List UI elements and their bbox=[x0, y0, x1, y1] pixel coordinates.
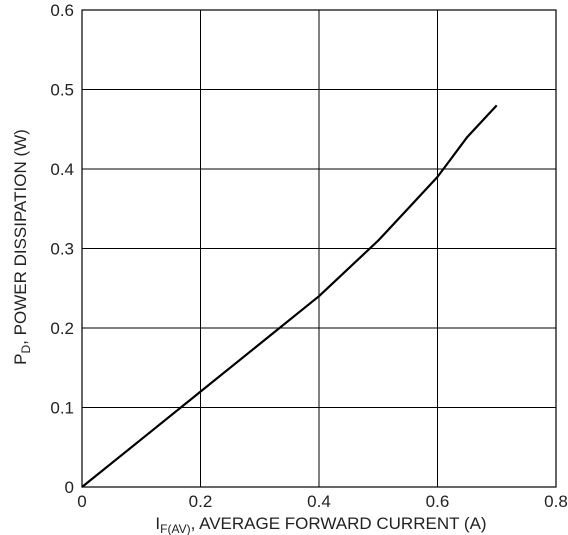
y-tick-label: 0.5 bbox=[50, 81, 74, 100]
y-tick-label: 0.6 bbox=[50, 1, 74, 20]
y-tick-label: 0.4 bbox=[50, 160, 74, 179]
y-axis-label: PD, POWER DISSIPATION (W) bbox=[11, 129, 33, 365]
x-axis-label-main: I bbox=[155, 514, 160, 533]
x-tick-label: 0.8 bbox=[544, 492, 568, 511]
y-axis-label-main: P bbox=[11, 353, 30, 364]
x-tick-label: 0.2 bbox=[189, 492, 213, 511]
y-axis-label-rest: , POWER DISSIPATION (W) bbox=[11, 129, 30, 345]
x-axis-label-rest: , AVERAGE FORWARD CURRENT (A) bbox=[191, 514, 487, 533]
x-tick-labels: 0 0.2 0.4 0.6 0.8 bbox=[77, 492, 568, 511]
y-tick-label: 0.2 bbox=[50, 319, 74, 338]
y-tick-label: 0.3 bbox=[50, 240, 74, 259]
series-line bbox=[81, 104, 498, 488]
grid bbox=[81, 9, 557, 488]
y-tick-label: 0.1 bbox=[50, 399, 74, 418]
y-tick-label: 0 bbox=[65, 478, 74, 497]
y-axis-label-sub: D bbox=[19, 344, 33, 353]
series-group bbox=[81, 104, 498, 488]
x-tick-label: 0.4 bbox=[307, 492, 331, 511]
plot-frame bbox=[81, 9, 557, 488]
y-tick-labels: 0 0.1 0.2 0.3 0.4 0.5 0.6 bbox=[50, 1, 74, 497]
x-tick-label: 0.6 bbox=[426, 492, 450, 511]
x-tick-label: 0 bbox=[77, 492, 86, 511]
x-axis-label-sub: F(AV) bbox=[160, 522, 190, 535]
x-axis-label: IF(AV), AVERAGE FORWARD CURRENT (A) bbox=[155, 514, 486, 535]
